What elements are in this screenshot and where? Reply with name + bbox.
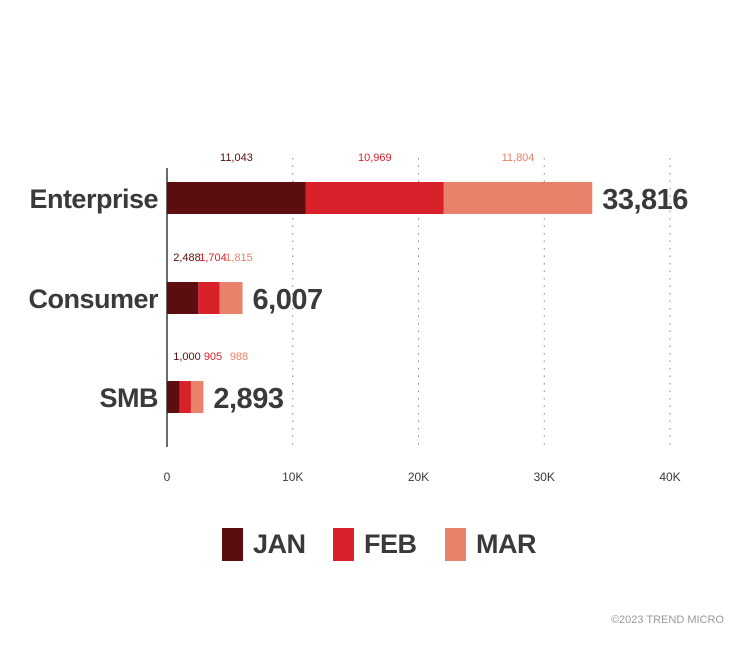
bar-smb-mar xyxy=(190,381,204,413)
data-label-enterprise-jan: 11,043 xyxy=(220,152,253,164)
data-label-enterprise-feb: 10,969 xyxy=(358,152,392,164)
legend-swatch-mar xyxy=(445,528,466,561)
category-label-consumer: Consumer xyxy=(28,284,159,314)
bar-consumer-jan xyxy=(167,282,199,314)
data-label-smb-mar: 988 xyxy=(230,351,248,363)
legend-item-jan: JAN xyxy=(222,528,306,561)
copyright-text: ©2023 TREND MICRO xyxy=(610,614,724,626)
legend-label-mar: MAR xyxy=(476,529,537,559)
legend: JAN FEB MAR xyxy=(0,528,746,568)
legend-item-feb: FEB xyxy=(333,528,417,561)
total-label-enterprise: 33,816 xyxy=(602,184,688,216)
bar-smb-feb xyxy=(179,381,191,413)
legend-swatch-jan xyxy=(222,528,243,561)
legend-label-jan: JAN xyxy=(253,529,306,559)
legend-item-mar: MAR xyxy=(445,528,537,561)
data-label-smb-jan: 1,000 xyxy=(173,351,201,363)
category-label-enterprise: Enterprise xyxy=(29,184,158,214)
legend-label-feb: FEB xyxy=(364,529,417,559)
bar-enterprise-jan xyxy=(167,182,306,214)
data-label-enterprise-mar: 11,804 xyxy=(502,152,535,164)
data-label-consumer-jan: 2,488 xyxy=(173,252,201,264)
total-label-consumer: 6,007 xyxy=(253,284,323,316)
total-label-smb: 2,893 xyxy=(213,383,283,415)
x-tick-label-2: 20K xyxy=(408,470,429,484)
bar-consumer-feb xyxy=(198,282,220,314)
stacked-bar-chart: 0 10K 20K 30K 40K Enterprise 11,043 10,969 11,80… xyxy=(28,152,688,484)
x-tick-label-0: 0 xyxy=(164,470,171,484)
bar-enterprise-feb xyxy=(305,182,444,214)
category-label-smb: SMB xyxy=(100,383,159,413)
bar-consumer-mar xyxy=(219,282,243,314)
x-tick-label-4: 40K xyxy=(659,470,680,484)
data-label-smb-feb: 905 xyxy=(204,351,222,363)
data-label-consumer-mar: 1,815 xyxy=(225,252,253,264)
bar-smb-jan xyxy=(167,381,180,413)
bar-enterprise-mar xyxy=(443,182,593,214)
x-tick-label-1: 10K xyxy=(282,470,303,484)
data-label-consumer-feb: 1,704 xyxy=(199,252,227,264)
x-tick-label-3: 30K xyxy=(534,470,555,484)
legend-swatch-feb xyxy=(333,528,354,561)
